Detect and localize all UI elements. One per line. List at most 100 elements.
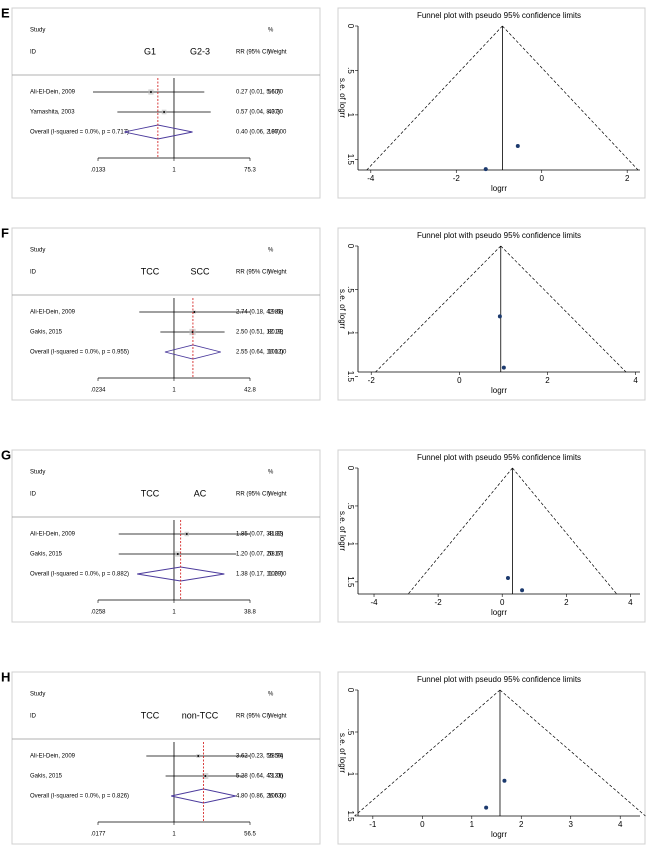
y-tick-label: 1.5 (346, 576, 355, 588)
point-estimate (197, 755, 200, 757)
overall-diamond (124, 124, 193, 140)
y-axis-label: s.e. of logrr (338, 511, 347, 551)
header-right: SCC (190, 266, 210, 276)
x-tick-label: 2 (545, 376, 550, 385)
chart-title: Funnel plot with pseudo 95% confidence l… (417, 453, 581, 462)
study-point (502, 778, 507, 783)
x-tick-label: 75.3 (244, 168, 256, 174)
overall-ci: 1.38 (0.17, 11.29) (236, 572, 283, 578)
panel-frame (11, 671, 321, 845)
weight-label: 41.33 (268, 532, 284, 538)
header-left: G1 (144, 46, 156, 56)
x-tick-label: 4 (633, 376, 638, 385)
x-tick-label: 1 (470, 820, 475, 829)
panel-letter: F (1, 225, 9, 240)
study-name: Gakis, 2015 (30, 552, 63, 558)
ci-limit-right (500, 245, 627, 373)
x-tick-label: -2 (368, 376, 376, 385)
overall-diamond (171, 788, 236, 804)
y-axis-label: s.e. of logrr (338, 733, 347, 773)
study-name: Gakis, 2015 (30, 330, 63, 336)
y-tick-label: .5 (346, 729, 355, 736)
header-id: ID (30, 714, 37, 720)
x-tick-label: .0177 (90, 832, 106, 838)
study-point (505, 576, 510, 581)
x-tick-label: 56.5 (244, 832, 256, 838)
y-tick-label: .5 (346, 503, 355, 510)
weight-label: 80.32 (268, 330, 284, 336)
ci-limit-right (512, 467, 617, 595)
header-weight: Weight (268, 714, 287, 720)
point-estimate (163, 111, 166, 113)
weight-label: 71.06 (268, 774, 284, 780)
x-tick-label: 1 (172, 388, 176, 394)
weight-label: 28.94 (268, 754, 284, 760)
x-tick-label: 0 (500, 598, 505, 607)
header-study: Study (30, 692, 45, 698)
point-estimate (193, 311, 196, 313)
ci-limit-right (499, 689, 646, 817)
study-point (520, 588, 525, 593)
header-pct: % (268, 248, 274, 254)
x-tick-label: 1 (172, 832, 176, 838)
point-estimate (149, 91, 152, 93)
x-tick-label: 38.8 (244, 610, 256, 616)
y-tick-label: 0 (346, 466, 355, 471)
ci-limit-left (366, 25, 503, 171)
overall-weight: 100.00 (268, 794, 287, 800)
panel-letter: E (1, 5, 10, 20)
panel-frame (337, 227, 646, 401)
y-tick-label: 1.5 (346, 154, 355, 166)
x-tick-label: 2 (564, 598, 569, 607)
y-tick-label: 0 (346, 24, 355, 29)
ci-label: 5.28 (0.64, 43.31) (236, 774, 283, 780)
header-id: ID (30, 50, 37, 56)
x-tick-label: -4 (370, 598, 378, 607)
overall-label: Overall (I-squared = 0.0%, p = 0.717) (30, 130, 129, 136)
header-weight: Weight (268, 50, 287, 56)
header-weight: Weight (268, 270, 287, 276)
y-tick-label: .5 (346, 286, 355, 293)
overall-label: Overall (I-squared = 0.0%, p = 0.882) (30, 572, 129, 578)
x-tick-label: -2 (453, 174, 461, 183)
y-tick-label: .5 (346, 67, 355, 74)
header-weight: Weight (268, 492, 287, 498)
x-tick-label: .0234 (90, 388, 106, 394)
point-estimate (185, 533, 188, 535)
header-ci: RR (95% CI) (236, 50, 270, 56)
x-tick-label: 0 (457, 376, 462, 385)
ci-label: 1.20 (0.07, 20.17) (236, 552, 283, 558)
chart-title: Funnel plot with pseudo 95% confidence l… (417, 11, 581, 20)
x-tick-label: 4 (618, 820, 623, 829)
chart-title: Funnel plot with pseudo 95% confidence l… (417, 231, 581, 240)
overall-ci: 0.40 (0.06, 2.87) (236, 130, 280, 136)
x-tick-label: 3 (569, 820, 574, 829)
y-axis-label: s.e. of logrr (338, 78, 347, 118)
weight-label: 19.68 (268, 310, 284, 316)
panel-frame (337, 671, 646, 845)
overall-label: Overall (I-squared = 0.0%, p = 0.955) (30, 350, 129, 356)
study-point (515, 144, 520, 148)
ci-limit-left (375, 245, 502, 373)
overall-ci: 2.55 (0.64, 10.12) (236, 350, 283, 356)
y-tick-label: 0 (346, 244, 355, 249)
ci-limit-left (407, 467, 513, 595)
x-axis-label: logrr (491, 386, 507, 395)
header-id: ID (30, 270, 37, 276)
ci-label: 3.62 (0.23, 56.50) (236, 754, 283, 760)
study-point (501, 365, 506, 370)
y-tick-label: 1 (346, 542, 355, 547)
header-ci: RR (95% CI) (236, 492, 270, 498)
overall-diamond (137, 566, 225, 582)
study-name: Ali-El-Dein, 2009 (30, 532, 76, 538)
header-left: TCC (141, 710, 160, 720)
chart-title: Funnel plot with pseudo 95% confidence l… (417, 675, 581, 684)
study-name: Yamashita, 2003 (30, 110, 75, 116)
x-tick-label: 0 (420, 820, 425, 829)
study-name: Ali-El-Dein, 2009 (30, 754, 76, 760)
ci-label: 0.57 (0.04, 8.07) (236, 110, 280, 116)
x-tick-label: 0 (540, 174, 545, 183)
x-tick-label: .0258 (90, 610, 106, 616)
overall-diamond (164, 344, 221, 360)
